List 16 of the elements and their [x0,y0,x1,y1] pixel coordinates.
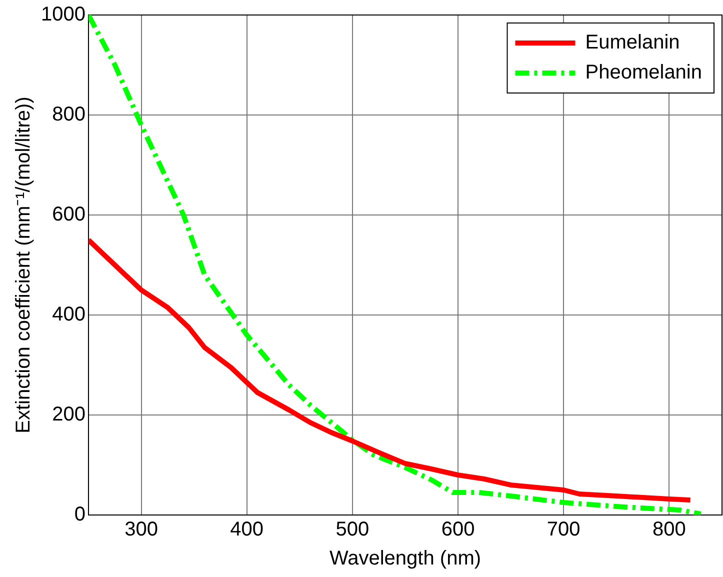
x-tick-label: 300 [124,518,158,541]
x-tick-label: 500 [336,518,370,541]
y-tick-label: 1000 [40,4,86,26]
x-tick-label: 800 [652,518,686,541]
y-tick-label: 200 [52,404,86,426]
legend-label: Pheomelanin [585,62,702,84]
y-tick-label: 400 [52,304,86,326]
x-tick-label: 400 [230,518,264,541]
y-tick-label: 600 [52,204,86,226]
x-axis-title: Wavelength (nm) [329,548,482,570]
y-axis-title: Extinction coefficient (mm⁻¹/(mol/litre)) [12,96,35,434]
x-tick-label: 600 [441,518,475,541]
y-tick-label: 800 [52,104,86,126]
legend-label: Eumelanin [585,32,680,54]
y-tick-label: 0 [74,504,86,526]
x-tick-label: 700 [546,518,580,541]
